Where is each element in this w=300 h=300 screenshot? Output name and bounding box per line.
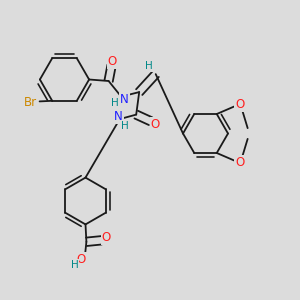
Text: Br: Br [24, 95, 37, 109]
Text: N: N [114, 110, 123, 123]
Text: H: H [121, 121, 129, 131]
Text: O: O [77, 253, 86, 266]
Text: O: O [151, 118, 160, 131]
Text: O: O [108, 55, 117, 68]
Text: H: H [71, 260, 79, 270]
Text: H: H [111, 98, 119, 108]
Text: O: O [235, 98, 244, 111]
Text: H: H [145, 61, 153, 71]
Text: O: O [235, 156, 244, 169]
Text: O: O [102, 231, 111, 244]
Text: N: N [120, 92, 129, 106]
